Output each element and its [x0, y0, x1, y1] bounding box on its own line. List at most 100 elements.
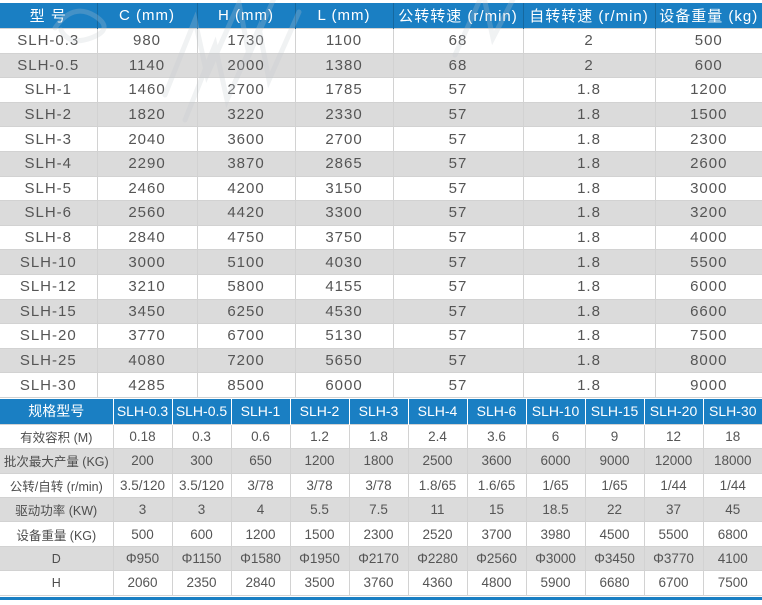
value-cell: 0.18	[112, 423, 173, 450]
value-cell: 1200	[654, 77, 762, 103]
value-cell: 6	[525, 423, 586, 450]
value-cell: 1/44	[702, 472, 762, 499]
model-cell: SLH-4	[0, 150, 98, 177]
table-row: SLH-4 2290 3870 2865 57 1.8 2600	[0, 150, 762, 177]
value-cell: 200	[112, 448, 173, 474]
value-cell: 4420	[196, 200, 296, 226]
row-label-cell: 批次最大产量 (KG)	[0, 448, 114, 474]
value-cell: 980	[96, 28, 198, 54]
value-cell: 3600	[196, 126, 296, 152]
row-label-cell: 公转/自转 (r/min)	[0, 472, 114, 499]
value-cell: 1.8	[522, 298, 656, 325]
value-cell: 3200	[654, 200, 762, 226]
column-header: SLH-30	[703, 398, 762, 425]
bottom-accent-bar	[0, 596, 762, 600]
value-cell: 4030	[294, 249, 394, 275]
value-cell: 2060	[112, 570, 173, 596]
value-cell: 1380	[294, 52, 394, 79]
value-cell: 1.8	[522, 77, 656, 103]
value-cell: 1200	[230, 521, 291, 547]
value-cell: Φ2560	[466, 545, 527, 572]
value-cell: 2.4	[407, 423, 468, 450]
value-cell: 2460	[96, 175, 198, 202]
column-header: C (mm)	[97, 3, 198, 29]
value-cell: 6000	[654, 273, 762, 300]
value-cell: 3.5/120	[171, 472, 232, 499]
value-cell: 7200	[196, 347, 296, 374]
value-cell: 57	[392, 101, 524, 128]
value-cell: 4200	[196, 175, 296, 202]
value-cell: 8000	[654, 347, 762, 374]
value-cell: 6600	[654, 298, 762, 325]
column-header: SLH-2	[290, 398, 350, 425]
value-cell: 6680	[584, 570, 645, 596]
value-cell: 6250	[196, 298, 296, 325]
model-cell: SLH-20	[0, 323, 98, 349]
row-label-cell: D	[0, 545, 114, 572]
value-cell: 1.8	[522, 175, 656, 202]
column-header: SLH-20	[644, 398, 704, 425]
model-cell: SLH-0.3	[0, 28, 98, 54]
value-cell: 2300	[654, 126, 762, 152]
value-cell: 600	[171, 521, 232, 547]
model-cell: SLH-1	[0, 77, 98, 103]
value-cell: Φ950	[112, 545, 173, 572]
column-header: 公转转速 (r/min)	[393, 3, 524, 29]
value-cell: Φ1150	[171, 545, 232, 572]
model-cell: SLH-5	[0, 175, 98, 202]
table-row: SLH-1 1460 2700 1785 57 1.8 1200	[0, 77, 762, 103]
value-cell: 57	[392, 77, 524, 103]
value-cell: 5130	[294, 323, 394, 349]
row-label-cell: H	[0, 570, 114, 596]
value-cell: 2700	[294, 126, 394, 152]
column-header: SLH-10	[526, 398, 586, 425]
value-cell: Φ3000	[525, 545, 586, 572]
value-cell: 3980	[525, 521, 586, 547]
value-cell: 68	[392, 28, 524, 54]
value-cell: 3	[171, 497, 232, 523]
value-cell: 8500	[196, 372, 296, 398]
value-cell: 1.2	[289, 423, 350, 450]
value-cell: 15	[466, 497, 527, 523]
model-cell: SLH-8	[0, 224, 98, 251]
column-header: SLH-0.5	[172, 398, 232, 425]
value-cell: 18000	[702, 448, 762, 474]
table-row: SLH-6 2560 4420 3300 57 1.8 3200	[0, 200, 762, 226]
value-cell: 1.8	[522, 126, 656, 152]
value-cell: 4530	[294, 298, 394, 325]
value-cell: 3.5/120	[112, 472, 173, 499]
value-cell: 4100	[702, 545, 762, 572]
value-cell: 9	[584, 423, 645, 450]
column-header: H (mm)	[197, 3, 296, 29]
value-cell: 57	[392, 150, 524, 177]
value-cell: 2500	[407, 448, 468, 474]
value-cell: 9000	[584, 448, 645, 474]
model-cell: SLH-12	[0, 273, 98, 300]
value-cell: 500	[654, 28, 762, 54]
value-cell: Φ1950	[289, 545, 350, 572]
value-cell: 1200	[289, 448, 350, 474]
table-row: SLH-15 3450 6250 4530 57 1.8 6600	[0, 298, 762, 325]
value-cell: 4080	[96, 347, 198, 374]
value-cell: Φ1580	[230, 545, 291, 572]
value-cell: 7.5	[348, 497, 409, 523]
value-cell: Φ3770	[643, 545, 704, 572]
value-cell: 57	[392, 200, 524, 226]
value-cell: 5500	[643, 521, 704, 547]
value-cell: 3/78	[230, 472, 291, 499]
value-cell: 3.6	[466, 423, 527, 450]
column-header: L (mm)	[295, 3, 394, 29]
value-cell: 3000	[654, 175, 762, 202]
value-cell: 5800	[196, 273, 296, 300]
table-row: SLH-2 1820 3220 2330 57 1.8 1500	[0, 101, 762, 128]
value-cell: 7500	[654, 323, 762, 349]
model-cell: SLH-15	[0, 298, 98, 325]
model-cell: SLH-0.5	[0, 52, 98, 79]
value-cell: 1.8	[522, 224, 656, 251]
value-cell: 1500	[654, 101, 762, 128]
column-header: 型 号	[0, 3, 98, 29]
value-cell: 1.8/65	[407, 472, 468, 499]
value-cell: 1100	[294, 28, 394, 54]
value-cell: 18.5	[525, 497, 586, 523]
value-cell: 2300	[348, 521, 409, 547]
